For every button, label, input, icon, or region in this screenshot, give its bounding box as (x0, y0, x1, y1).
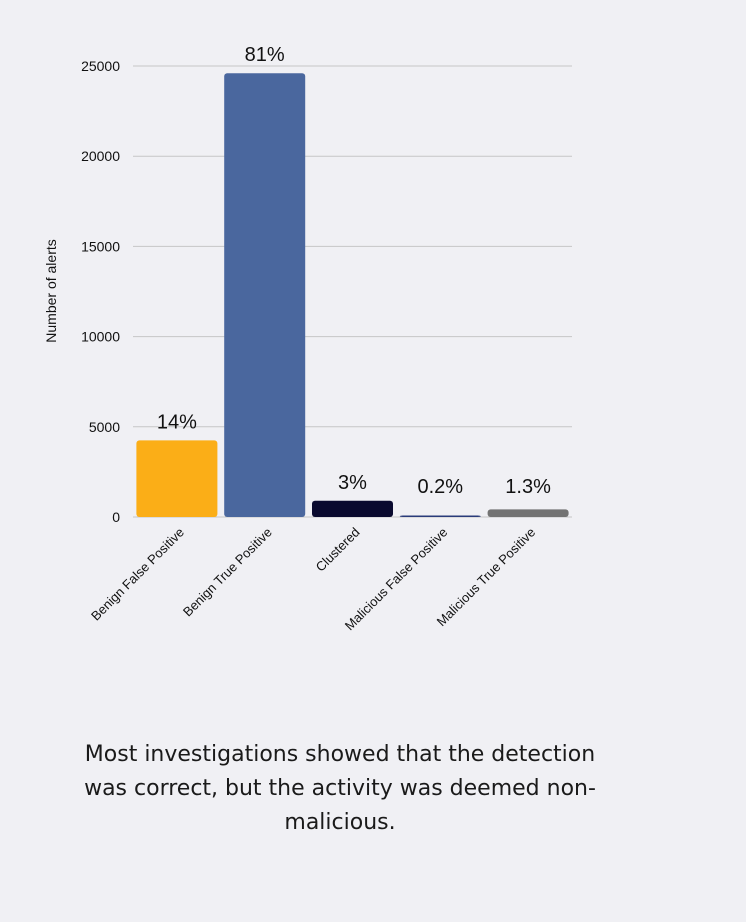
y-tick-label: 5000 (89, 419, 120, 435)
bar (487, 509, 569, 517)
chart-caption: Most investigations showed that the dete… (84, 742, 596, 835)
bar (312, 500, 393, 517)
bar (136, 440, 218, 517)
y-axis-label: Number of alerts (43, 239, 59, 342)
data-label: 0.2% (418, 476, 464, 498)
data-label: 14% (157, 411, 197, 433)
alerts-bar-chart: 0 5000 10000 15000 20000 25000 14% 81% 3% 0.2% 1.… (43, 44, 572, 634)
data-label: 1.3% (505, 476, 551, 498)
x-tick-label: Malicious True Positive (434, 525, 539, 630)
bars (136, 73, 569, 517)
y-tick-label: 10000 (81, 329, 120, 345)
data-label: 81% (245, 44, 285, 66)
y-tick-label: 15000 (81, 238, 120, 254)
data-label: 3% (338, 472, 367, 494)
y-tick-label: 20000 (81, 148, 120, 164)
y-tick-label: 0 (112, 509, 120, 525)
x-tick-label: Benign True Positive (180, 525, 275, 620)
bar (399, 515, 481, 517)
data-labels: 14% 81% 3% 0.2% 1.3% (157, 44, 551, 498)
x-tick-label: Clustered (313, 525, 363, 575)
y-axis-ticks: 0 5000 10000 15000 20000 25000 (81, 58, 120, 525)
x-tick-label: Benign False Positive (88, 525, 187, 624)
y-tick-label: 25000 (81, 58, 120, 74)
bar (224, 73, 306, 517)
